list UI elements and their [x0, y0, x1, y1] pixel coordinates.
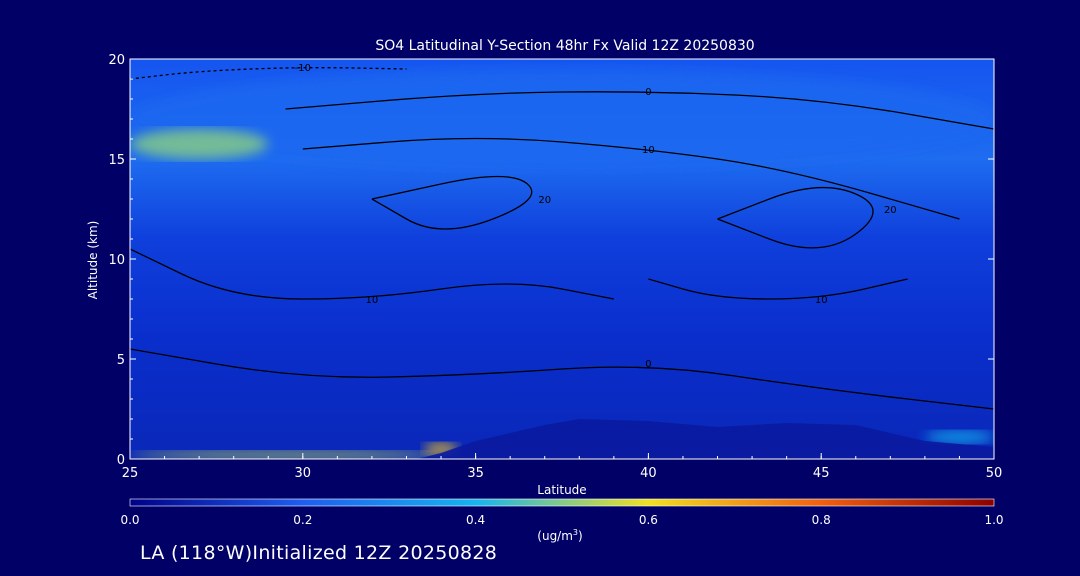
colorbar-unit: (ug/m3) [537, 528, 582, 543]
concentration-fills [130, 69, 994, 459]
footer-caption: LA (118°W)Initialized 12Z 20250828 [140, 542, 498, 564]
colorbar-tick-label: 1.0 [984, 513, 1003, 527]
x-tick-label: 30 [295, 466, 312, 481]
fill-surface-plume [130, 451, 441, 459]
colorbar-ticks: 0.0 0.2 0.4 0.6 0.8 1.0 [120, 513, 1003, 527]
terrain-shape [416, 419, 994, 459]
colorbar-tick-label: 0.0 [120, 513, 139, 527]
contour-line [648, 278, 908, 300]
y-axis-label: Altitude (km) [86, 221, 100, 300]
contour-label: 10 [642, 145, 655, 156]
contour-label: 20 [884, 205, 897, 216]
colorbar-tick-label: 0.2 [293, 513, 312, 527]
x-tick-label: 40 [640, 466, 657, 481]
contour-line [302, 137, 960, 220]
y-tick-label: 20 [108, 53, 125, 68]
x-tick-label: 50 [986, 466, 1003, 481]
colorbar [129, 498, 995, 507]
contour-line [285, 91, 994, 130]
contour-label: 0 [645, 87, 651, 98]
chart-title: SO4 Latitudinal Y-Section 48hr Fx Valid … [375, 38, 754, 54]
contour-lines: 0 10 20 20 10 10 0 -10 [130, 63, 994, 410]
contour-line [130, 248, 614, 300]
x-tick-label: 25 [122, 466, 139, 481]
colorbar-tick-label: 0.4 [466, 513, 485, 527]
y-tick-label: 0 [117, 453, 125, 468]
y-axis: 0 5 10 15 20 [108, 53, 994, 468]
contour-line [130, 348, 994, 410]
contour-label: 10 [366, 295, 379, 306]
fill-upper-layer-band [130, 69, 994, 169]
x-tick-label: 35 [467, 466, 484, 481]
contour-line [130, 67, 407, 80]
terrain-mask [416, 419, 994, 459]
x-axis-label: Latitude [537, 483, 586, 497]
contour-line [371, 175, 533, 230]
x-tick-label: 45 [813, 466, 830, 481]
contour-label: 0 [645, 359, 651, 370]
y-tick-label: 15 [108, 153, 125, 168]
fill-east-surface-plume [924, 431, 994, 443]
contour-label: 20 [538, 195, 551, 206]
colorbar-tick-label: 0.6 [639, 513, 658, 527]
contour-label: -10 [295, 63, 311, 74]
fill-west-plume [130, 129, 269, 159]
contour-label: 10 [815, 295, 828, 306]
y-tick-label: 5 [117, 353, 125, 368]
contour-line [717, 186, 874, 249]
x-axis: 25 30 35 40 45 50 [122, 453, 1003, 481]
y-tick-label: 10 [108, 253, 125, 268]
colorbar-tick-label: 0.8 [812, 513, 831, 527]
